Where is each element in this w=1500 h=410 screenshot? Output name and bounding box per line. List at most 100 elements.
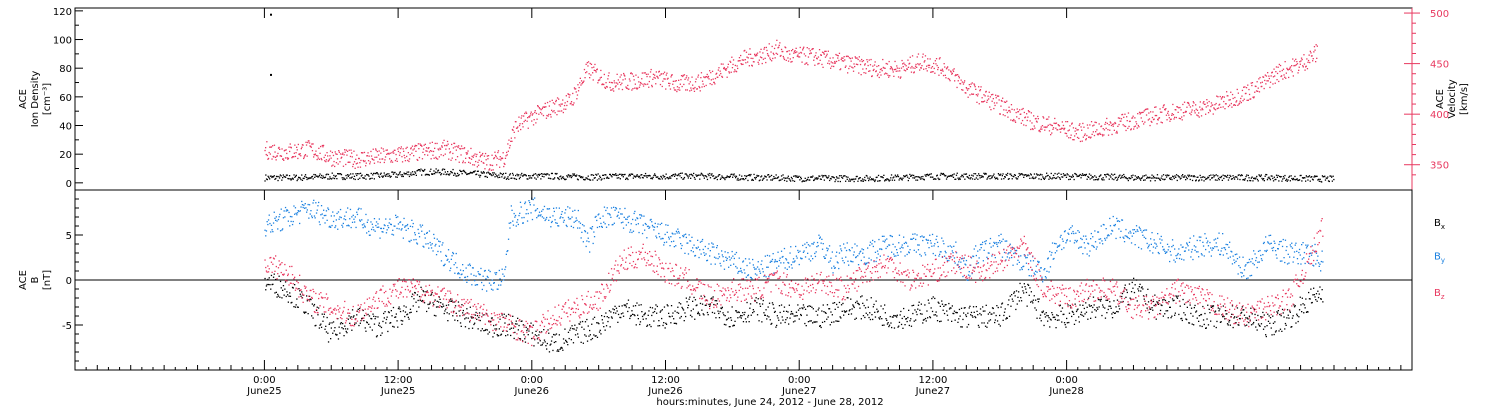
- data-point: [637, 175, 639, 177]
- data-point: [843, 56, 845, 58]
- data-point: [287, 294, 289, 296]
- data-point: [1219, 176, 1221, 178]
- data-point: [1187, 101, 1189, 104]
- data-point: [920, 67, 922, 69]
- data-point: [1193, 175, 1195, 177]
- data-point: [967, 176, 969, 178]
- data-point: [890, 177, 892, 179]
- data-point: [772, 303, 774, 306]
- data-point: [1237, 178, 1239, 180]
- data-point: [936, 320, 939, 322]
- data-point: [962, 318, 964, 321]
- data-point: [499, 156, 501, 158]
- data-point: [1019, 282, 1021, 285]
- data-point: [864, 307, 867, 309]
- data-point: [683, 178, 685, 180]
- data-point: [1135, 121, 1137, 123]
- data-point: [902, 177, 904, 179]
- data-point: [311, 143, 313, 145]
- data-point: [1188, 322, 1190, 324]
- data-point: [453, 301, 455, 303]
- data-point: [341, 224, 343, 226]
- data-point: [1116, 179, 1118, 181]
- data-point: [730, 319, 733, 321]
- data-point: [484, 329, 486, 331]
- data-point: [1085, 139, 1087, 141]
- data-point: [1092, 306, 1094, 309]
- data-point: [870, 179, 872, 181]
- data-point: [966, 176, 968, 178]
- data-point: [613, 312, 615, 314]
- data-point: [626, 303, 628, 305]
- data-point: [845, 176, 848, 178]
- data-point: [1054, 117, 1056, 120]
- data-point: [954, 178, 956, 180]
- data-point: [695, 174, 697, 176]
- data-point: [488, 169, 490, 171]
- data-point: [796, 175, 798, 177]
- data-point: [295, 212, 297, 214]
- data-point: [1097, 134, 1099, 136]
- data-point: [642, 83, 644, 85]
- data-point: [1017, 110, 1020, 113]
- data-point: [591, 337, 594, 340]
- data-point: [391, 171, 393, 173]
- data-point: [675, 323, 678, 325]
- data-point: [765, 176, 767, 178]
- data-point: [1281, 308, 1284, 311]
- data-point: [863, 72, 865, 74]
- data-point: [504, 157, 507, 159]
- data-point: [697, 311, 699, 313]
- data-point: [776, 324, 778, 327]
- data-point: [1157, 303, 1159, 305]
- data-point: [549, 100, 551, 103]
- data-point: [1227, 324, 1229, 326]
- data-point: [515, 174, 517, 177]
- data-point: [1195, 180, 1197, 182]
- data-point: [820, 54, 822, 56]
- data-point: [757, 175, 759, 177]
- data-point: [489, 320, 491, 322]
- data-point: [847, 176, 849, 178]
- data-point: [706, 178, 709, 181]
- data-point: [909, 56, 911, 58]
- data-point: [451, 157, 453, 159]
- data-point: [796, 176, 799, 178]
- data-point: [723, 66, 725, 69]
- data-point: [307, 203, 309, 206]
- data-point: [458, 310, 460, 312]
- data-point: [903, 62, 905, 64]
- data-point: [1250, 324, 1253, 326]
- data-point: [768, 176, 770, 178]
- data-point: [830, 311, 832, 313]
- data-point: [1301, 297, 1303, 299]
- data-point: [1184, 175, 1186, 177]
- data-point: [926, 65, 928, 67]
- data-point: [663, 176, 665, 178]
- data-point: [772, 52, 774, 54]
- data-point: [656, 305, 658, 308]
- data-point: [638, 175, 641, 177]
- data-point: [577, 90, 580, 92]
- data-point: [703, 177, 705, 179]
- data-point: [939, 178, 941, 180]
- data-point: [300, 148, 302, 150]
- data-point: [431, 173, 433, 175]
- data-point: [1289, 310, 1291, 312]
- data-point: [1221, 97, 1223, 99]
- data-point: [983, 100, 986, 102]
- data-point: [539, 173, 541, 175]
- data-point: [1220, 98, 1223, 100]
- data-point: [627, 299, 630, 301]
- data-point: [654, 77, 656, 79]
- data-point: [802, 180, 804, 182]
- data-point: [952, 176, 955, 178]
- data-point: [1122, 300, 1124, 303]
- data-point: [757, 298, 759, 300]
- data-point: [825, 312, 827, 314]
- data-point: [1081, 314, 1083, 316]
- data-point: [922, 53, 924, 55]
- data-point: [832, 176, 834, 178]
- data-point: [687, 307, 689, 309]
- data-point: [803, 46, 805, 48]
